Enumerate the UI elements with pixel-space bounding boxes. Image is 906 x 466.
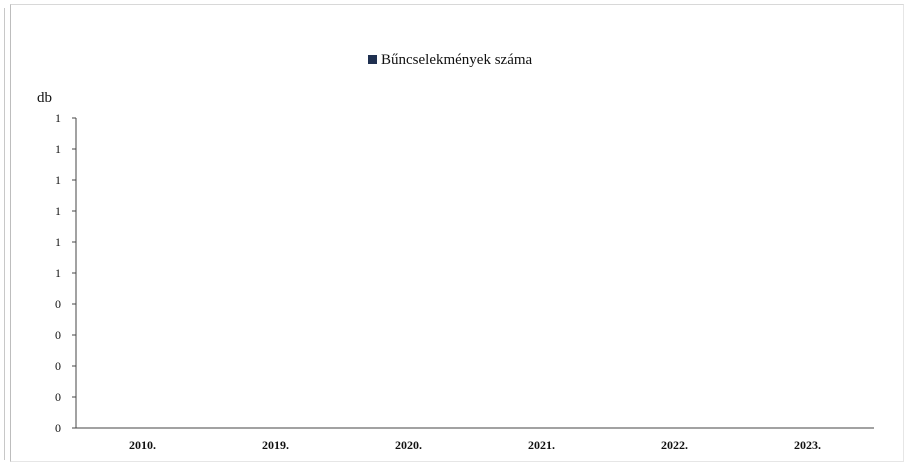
y-tick-label: 1 bbox=[55, 173, 61, 187]
y-tick-label: 1 bbox=[55, 142, 61, 156]
x-tick-label: 2021. bbox=[528, 438, 555, 452]
axes bbox=[75, 118, 874, 429]
y-tick-label: 0 bbox=[55, 421, 61, 435]
x-tick-label: 2019. bbox=[262, 438, 289, 452]
legend-swatch bbox=[368, 55, 377, 64]
x-tick-label: 2010. bbox=[129, 438, 156, 452]
x-tick-label: 2022. bbox=[661, 438, 688, 452]
y-ticks: 0 0 0 0 0 1 1 1 1 1 1 bbox=[55, 111, 76, 435]
y-tick-label: 0 bbox=[55, 390, 61, 404]
y-axis-label: db bbox=[37, 90, 52, 106]
x-tick-labels: 2010. 2019. 2020. 2021. 2022. 2023. bbox=[129, 438, 821, 452]
y-tick-label: 1 bbox=[55, 235, 61, 249]
legend-label: Bűncselekmények száma bbox=[381, 52, 533, 68]
y-tick-label: 0 bbox=[55, 359, 61, 373]
y-tick-label: 1 bbox=[55, 111, 61, 125]
x-tick-label: 2020. bbox=[395, 438, 422, 452]
y-tick-label: 1 bbox=[55, 266, 61, 280]
page-left-rule bbox=[4, 8, 5, 460]
x-tick-label: 2023. bbox=[794, 438, 821, 452]
chart-frame bbox=[10, 4, 904, 462]
y-tick-label: 0 bbox=[55, 328, 61, 342]
y-tick-label: 1 bbox=[55, 204, 61, 218]
legend: Bűncselekmények száma bbox=[368, 52, 533, 68]
y-tick-label: 0 bbox=[55, 297, 61, 311]
